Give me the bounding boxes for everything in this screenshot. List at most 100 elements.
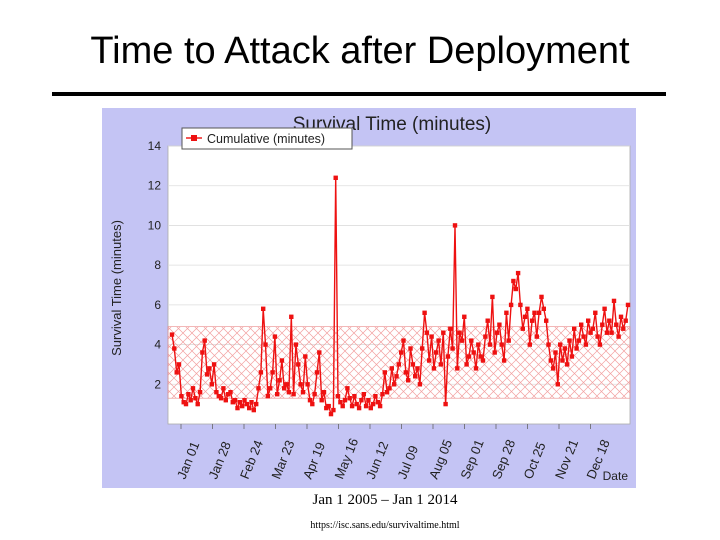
- data-point: [441, 330, 446, 335]
- data-point: [548, 358, 553, 363]
- data-point: [174, 370, 179, 375]
- data-point: [380, 392, 385, 397]
- data-point: [179, 394, 184, 399]
- data-point: [270, 370, 275, 375]
- data-point: [401, 338, 406, 343]
- data-point: [377, 403, 383, 409]
- data-point: [565, 362, 570, 367]
- data-point: [361, 392, 366, 397]
- x-tick-label: Jan 01: [174, 439, 203, 481]
- data-point: [431, 366, 437, 371]
- data-point: [506, 338, 511, 343]
- data-point: [595, 334, 600, 339]
- data-point: [625, 302, 631, 308]
- data-point: [607, 318, 612, 323]
- data-point: [499, 342, 504, 347]
- data-point: [307, 398, 313, 403]
- data-point: [518, 302, 523, 308]
- x-tick-label: Mar 23: [268, 438, 297, 481]
- data-point: [553, 350, 558, 355]
- data-point: [193, 396, 198, 401]
- data-point: [317, 350, 322, 355]
- data-point: [420, 346, 425, 351]
- data-point: [169, 332, 175, 337]
- legend: Cumulative (minutes): [181, 127, 353, 150]
- data-point: [293, 342, 299, 347]
- data-point: [251, 407, 256, 413]
- data-point: [572, 326, 577, 331]
- data-point: [403, 370, 408, 375]
- data-point: [181, 400, 186, 405]
- data-point: [527, 342, 532, 347]
- data-point: [263, 342, 268, 347]
- data-point: [417, 382, 423, 387]
- data-point: [504, 310, 509, 315]
- data-point: [415, 366, 420, 371]
- y-tick-label: 10: [148, 218, 162, 232]
- data-point: [406, 378, 411, 383]
- data-point: [387, 386, 392, 391]
- legend-label: Cumulative (minutes): [207, 132, 325, 146]
- y-tick-label: 14: [148, 139, 162, 153]
- data-point: [289, 314, 294, 319]
- data-point: [508, 302, 514, 308]
- data-point: [279, 358, 285, 363]
- y-tick-label: 2: [154, 377, 161, 391]
- data-point: [214, 390, 219, 395]
- data-point: [268, 386, 273, 391]
- data-point: [448, 326, 453, 331]
- data-point: [375, 400, 380, 405]
- data-point: [586, 318, 591, 323]
- data-point: [216, 394, 221, 399]
- data-point: [272, 334, 278, 339]
- title-divider: [52, 92, 666, 96]
- data-point: [342, 398, 348, 403]
- data-point: [275, 392, 280, 397]
- x-tick-label: Sep 01: [457, 437, 486, 481]
- data-point: [303, 354, 308, 359]
- data-point: [616, 334, 621, 339]
- data-point: [476, 342, 481, 347]
- chart-canvas: 2 4 6 8 10 12 14 Jan 01 Jan 28 Feb 24 Mar 23 Apr 1…: [109, 114, 631, 483]
- data-point: [356, 405, 362, 411]
- data-point: [480, 358, 486, 363]
- data-point: [513, 286, 518, 292]
- x-tick-label: Sep 28: [489, 437, 518, 481]
- data-point: [394, 374, 399, 379]
- slide-title: Time to Attack after Deployment: [90, 30, 630, 72]
- data-point: [609, 330, 614, 335]
- data-point: [396, 362, 401, 367]
- data-point: [176, 362, 182, 367]
- data-point: [345, 386, 350, 391]
- data-point: [492, 350, 497, 355]
- data-point: [209, 382, 214, 387]
- data-point: [623, 318, 628, 323]
- data-point: [473, 366, 479, 371]
- data-point: [618, 314, 624, 319]
- data-point: [555, 382, 560, 387]
- data-point: [354, 401, 359, 407]
- data-point: [436, 338, 441, 343]
- data-point: [576, 338, 582, 343]
- data-point: [258, 370, 264, 375]
- data-point: [237, 400, 242, 405]
- data-point: [249, 400, 254, 405]
- data-point: [427, 358, 432, 363]
- data-point: [235, 405, 240, 411]
- y-axis-label: Survival Time (minutes): [109, 220, 124, 356]
- data-point: [277, 378, 282, 383]
- data-point: [207, 366, 212, 371]
- data-point: [300, 390, 306, 395]
- data-point: [172, 346, 177, 351]
- data-point: [298, 382, 303, 387]
- data-point: [333, 175, 338, 180]
- data-point: [291, 392, 296, 397]
- data-point: [286, 390, 292, 395]
- data-point: [611, 298, 617, 304]
- data-point: [459, 338, 465, 343]
- data-point: [200, 350, 205, 355]
- data-point: [544, 318, 549, 323]
- data-point: [282, 386, 287, 391]
- x-tick-label: Nov 21: [552, 437, 581, 481]
- data-point: [399, 350, 404, 355]
